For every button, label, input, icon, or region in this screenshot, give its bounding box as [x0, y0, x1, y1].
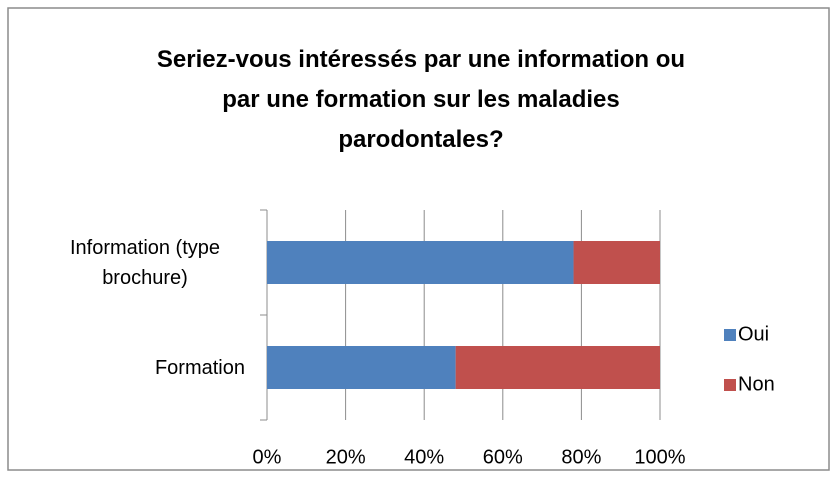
legend-swatch: [724, 329, 736, 341]
y-tick-label: Information (type brochure): [69, 236, 221, 289]
bar-segment: [455, 346, 660, 389]
legend-swatch: [724, 379, 736, 391]
chart-title: Seriez-vous intéressés par une informati…: [156, 46, 686, 153]
legend-label: Non: [738, 373, 775, 395]
y-tick-label: Formation: [154, 356, 245, 379]
x-tick-label: 60%: [483, 446, 523, 468]
x-tick-label: 0%: [253, 446, 282, 468]
bar-segment: [573, 241, 660, 284]
bar-segment: [267, 241, 574, 284]
bar-segment: [267, 346, 456, 389]
legend-label: Oui: [738, 323, 769, 345]
x-tick-label: 80%: [561, 446, 601, 468]
x-tick-label: 40%: [404, 446, 444, 468]
chart-border: [7, 7, 830, 471]
x-tick-label: 20%: [326, 446, 366, 468]
x-tick-label: 100%: [634, 446, 685, 468]
